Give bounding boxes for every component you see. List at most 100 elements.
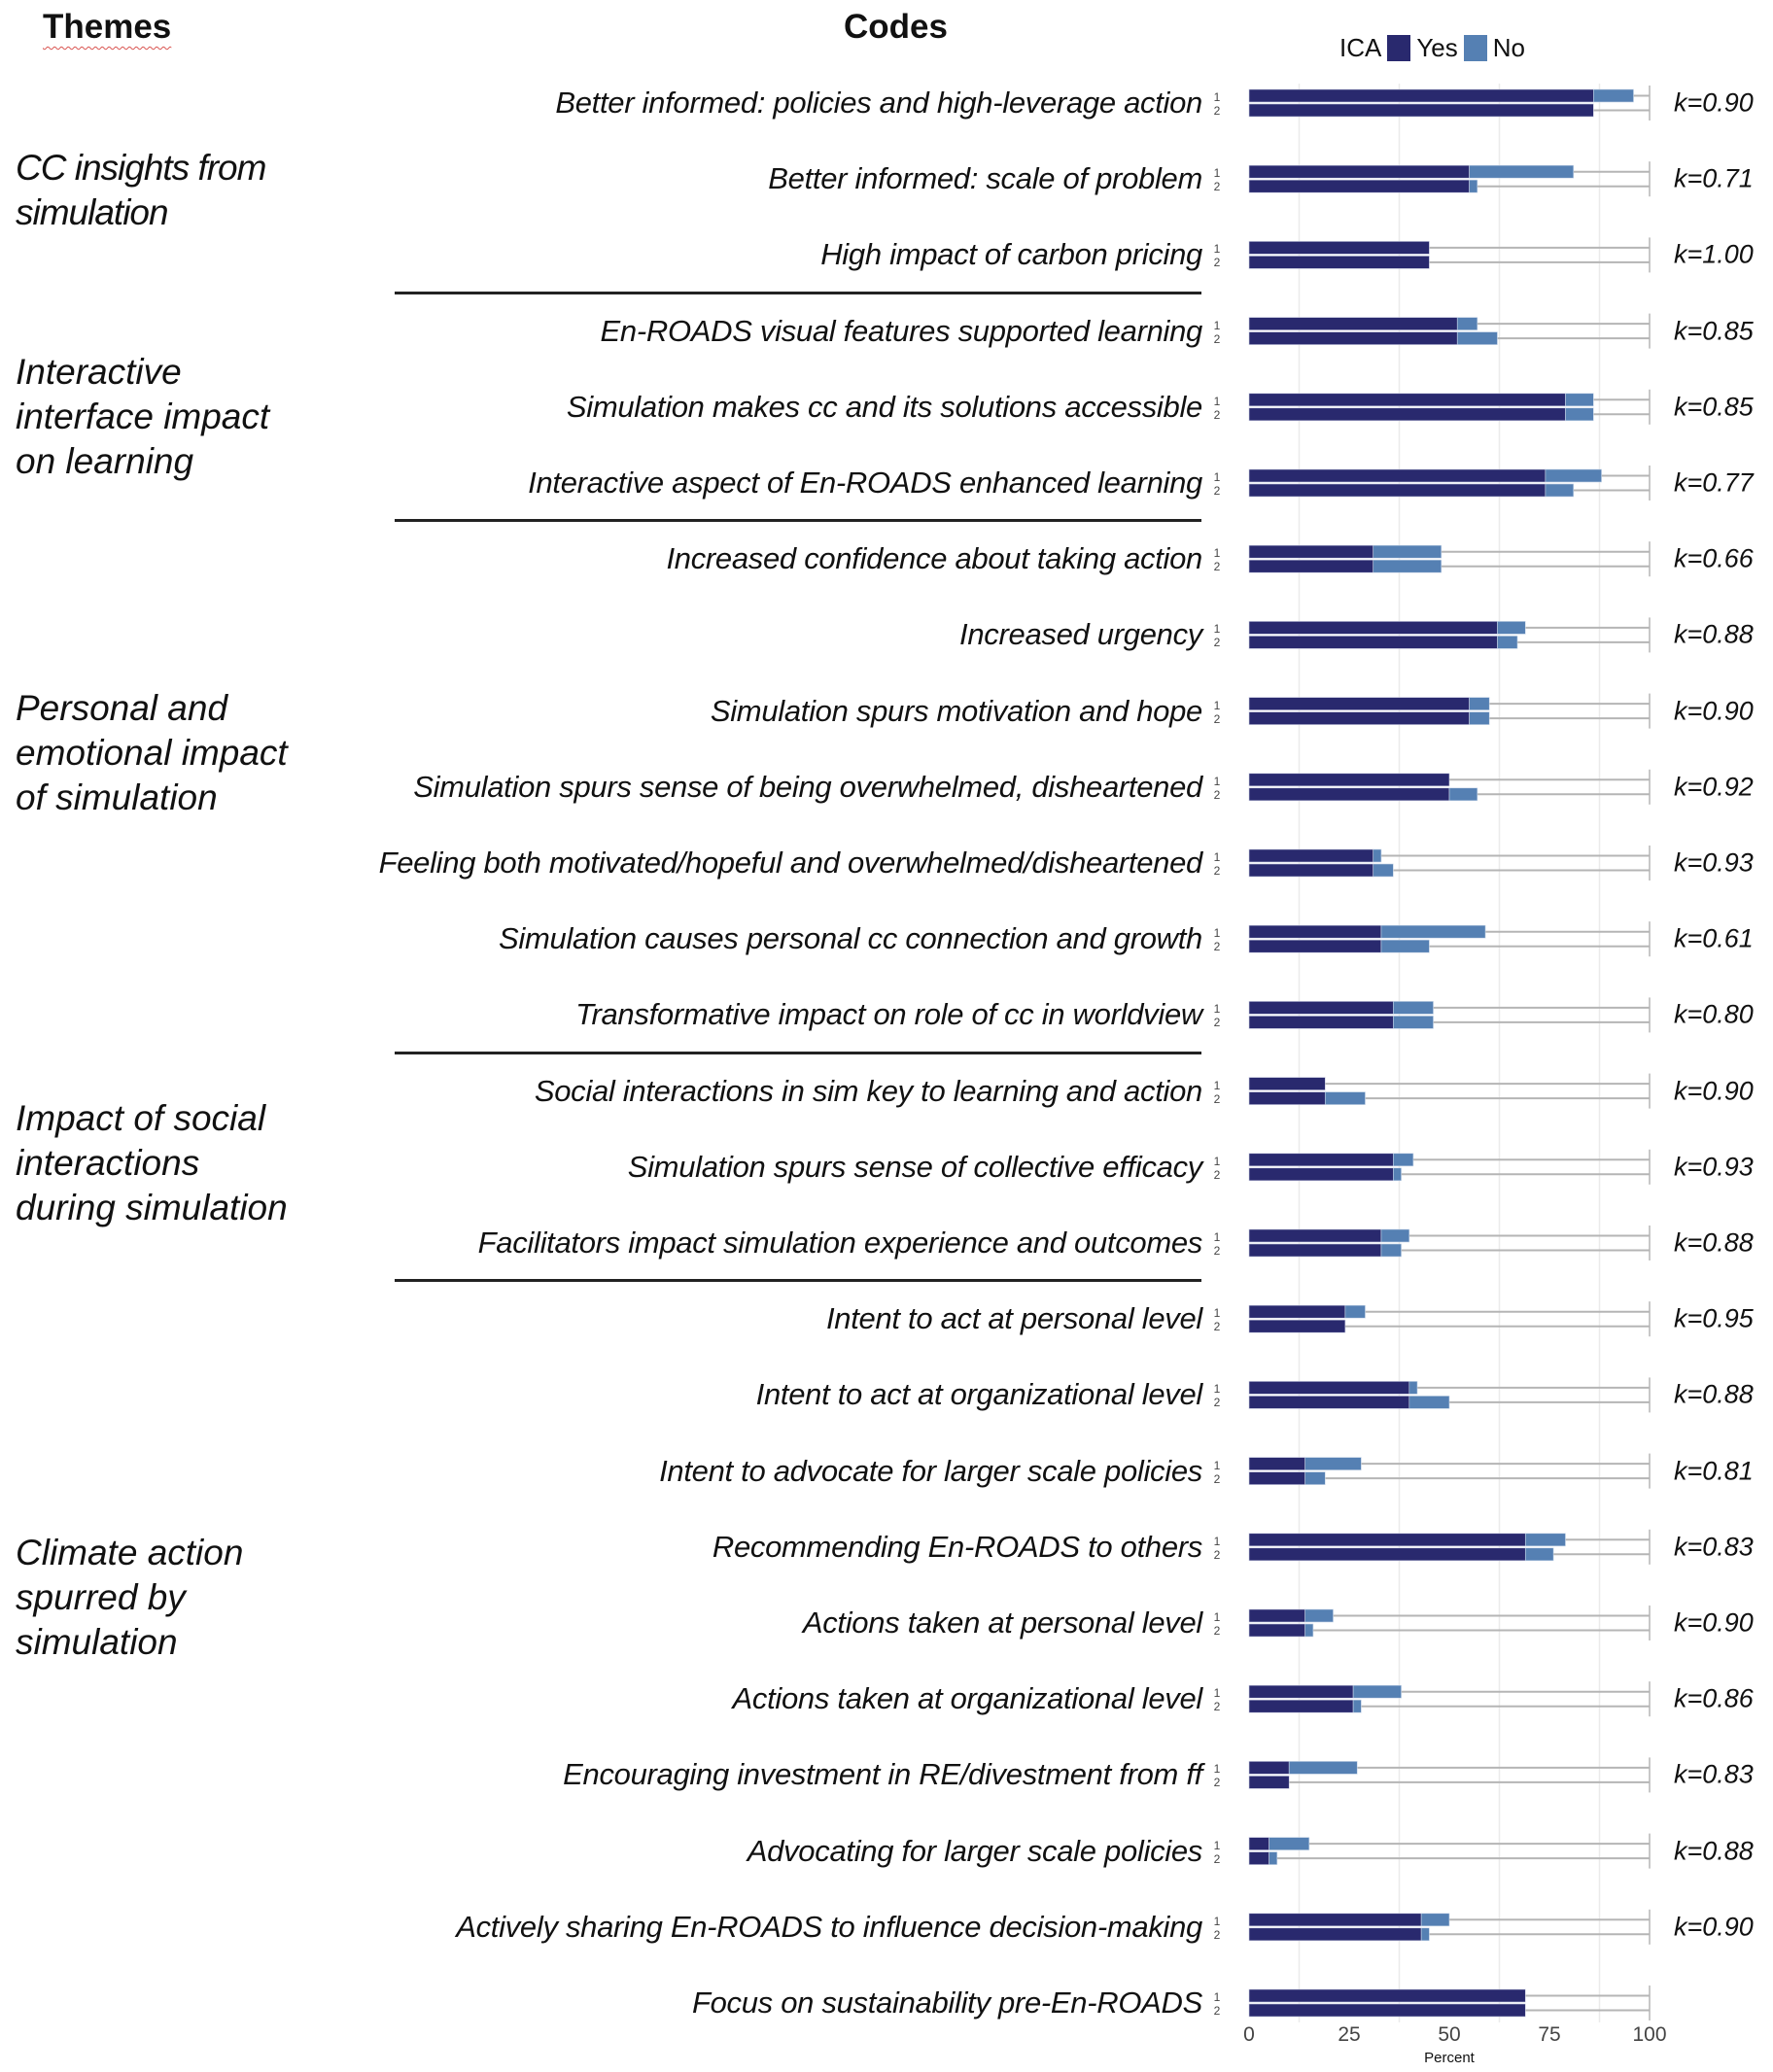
code-label: Interactive aspect of En-ROADS enhanced … [528, 466, 1202, 500]
bar-yes [1248, 179, 1470, 193]
rater-label: 1 [1213, 166, 1221, 181]
rater-label: 1 [1213, 242, 1221, 257]
rater-label: 2 [1213, 1091, 1221, 1106]
rater-label: 2 [1213, 1320, 1221, 1334]
bar-yes [1248, 1851, 1269, 1865]
bar-no [1524, 1547, 1554, 1562]
x-axis-label: Percent [1424, 2050, 1476, 2066]
bar-yes [1248, 787, 1450, 802]
theme-label-line: of simulation [16, 777, 218, 817]
theme-label-line: simulation [16, 1622, 178, 1662]
rater-label: 2 [1213, 484, 1221, 498]
bar-no [1393, 1016, 1434, 1029]
rater-label: 1 [1213, 1990, 1221, 2004]
bar-yes [1248, 1927, 1422, 1942]
x-tick-label: 50 [1438, 2023, 1460, 2046]
code-label: Encouraging investment in RE/divestment … [563, 1757, 1202, 1792]
rater-label: 1 [1213, 1078, 1221, 1092]
bar-no [1380, 1243, 1402, 1258]
rater-label: 1 [1213, 1914, 1221, 1928]
theme-label-line: on learning [16, 441, 194, 481]
bar-no [1456, 317, 1478, 330]
bar-no [1269, 1851, 1278, 1865]
rater-label: 1 [1213, 90, 1221, 104]
bar-yes [1248, 1837, 1269, 1850]
kappa-label: k=0.92 [1674, 772, 1754, 802]
bar-yes [1248, 407, 1566, 422]
code-label: Simulation causes personal cc connection… [499, 921, 1202, 956]
rater-label: 1 [1213, 394, 1221, 408]
bar-no [1497, 621, 1526, 635]
theme-separator [395, 1279, 1201, 1283]
kappa-label: k=0.61 [1674, 923, 1754, 953]
rater-label: 2 [1213, 864, 1221, 878]
bar-yes [1248, 1228, 1382, 1243]
rater-label: 2 [1213, 940, 1221, 954]
kappa-label: k=0.90 [1674, 1076, 1754, 1106]
code-label: Intent to advocate for larger scale poli… [659, 1453, 1202, 1488]
bar-yes [1248, 164, 1470, 179]
bar-no [1593, 88, 1634, 103]
kappa-label: k=0.86 [1674, 1683, 1754, 1713]
bar-yes [1248, 1091, 1326, 1105]
legend-swatch-yes [1387, 35, 1411, 61]
bar-yes [1248, 711, 1470, 725]
theme-label-line: simulation [16, 192, 169, 232]
bar-yes [1248, 924, 1382, 939]
bar-no [1352, 1699, 1362, 1713]
bar-no [1469, 179, 1478, 193]
bar-yes [1248, 1153, 1394, 1167]
rater-label: 2 [1213, 1927, 1221, 1942]
bar-yes [1248, 468, 1547, 483]
bar-no [1288, 1761, 1358, 1775]
bar-no [1456, 331, 1498, 345]
theme-label-line: interface impact [16, 397, 270, 436]
legend-label-yes: Yes [1416, 33, 1458, 62]
bar-yes [1248, 1396, 1410, 1409]
bar-yes [1248, 256, 1430, 269]
kappa-label: k=0.85 [1674, 316, 1754, 346]
theme-label-line: emotional impact [16, 733, 288, 773]
kappa-label: k=0.95 [1674, 1303, 1754, 1333]
bar-no [1373, 863, 1394, 878]
kappa-label: k=0.93 [1674, 1152, 1754, 1182]
bar-yes [1248, 1533, 1526, 1547]
rater-label: 1 [1213, 926, 1221, 941]
theme-label: Interactive interface impact on learning [16, 350, 327, 484]
bar-no [1304, 1471, 1326, 1485]
bar-yes [1248, 1776, 1290, 1789]
theme-label-line: interactions [16, 1143, 200, 1183]
bar-yes [1248, 317, 1458, 330]
kappa-label: k=0.90 [1674, 1607, 1754, 1638]
bar-yes [1248, 544, 1374, 559]
code-label: Simulation spurs motivation and hope [710, 693, 1202, 728]
bar-yes [1248, 621, 1498, 635]
bar-yes [1248, 1761, 1290, 1775]
rater-label: 1 [1213, 1154, 1221, 1168]
kappa-label: k=0.71 [1674, 163, 1754, 193]
code-label: En-ROADS visual features supported learn… [600, 313, 1203, 348]
bar-no [1448, 787, 1478, 802]
rater-label: 1 [1213, 622, 1221, 637]
bar-yes [1248, 1684, 1354, 1699]
legend-swatch-no [1463, 35, 1487, 61]
rater-label: 2 [1213, 1396, 1221, 1410]
rater-label: 2 [1213, 711, 1221, 726]
rater-label: 2 [1213, 1167, 1221, 1182]
bar-no [1408, 1381, 1418, 1395]
code-label: Actions taken at organizational level [732, 1681, 1203, 1716]
rater-label: 2 [1213, 1700, 1221, 1714]
rater-label: 1 [1213, 1534, 1221, 1548]
bar-yes [1248, 1001, 1394, 1015]
code-label: Better informed: scale of problem [768, 161, 1202, 196]
code-label: Intent to act at personal level [825, 1301, 1202, 1336]
rater-label: 2 [1213, 636, 1221, 650]
rater-label: 1 [1213, 1306, 1221, 1321]
x-tick-label: 25 [1338, 2023, 1360, 2046]
bar-yes [1248, 1623, 1305, 1638]
code-label: Simulation spurs sense of collective eff… [627, 1149, 1203, 1184]
rater-label: 1 [1213, 1610, 1221, 1624]
bar-no [1393, 1153, 1414, 1167]
rater-label: 2 [1213, 1016, 1221, 1030]
